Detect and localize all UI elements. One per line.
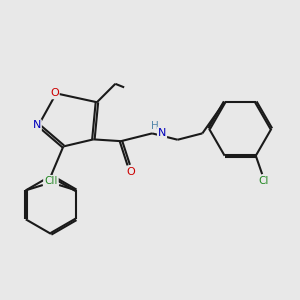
Text: Cl: Cl bbox=[44, 176, 54, 186]
Text: Cl: Cl bbox=[47, 176, 58, 186]
Text: N: N bbox=[33, 120, 41, 130]
Text: Cl: Cl bbox=[259, 176, 269, 186]
Text: O: O bbox=[50, 88, 59, 98]
Text: O: O bbox=[126, 167, 135, 177]
Text: N: N bbox=[158, 128, 166, 138]
Text: H: H bbox=[151, 121, 159, 131]
